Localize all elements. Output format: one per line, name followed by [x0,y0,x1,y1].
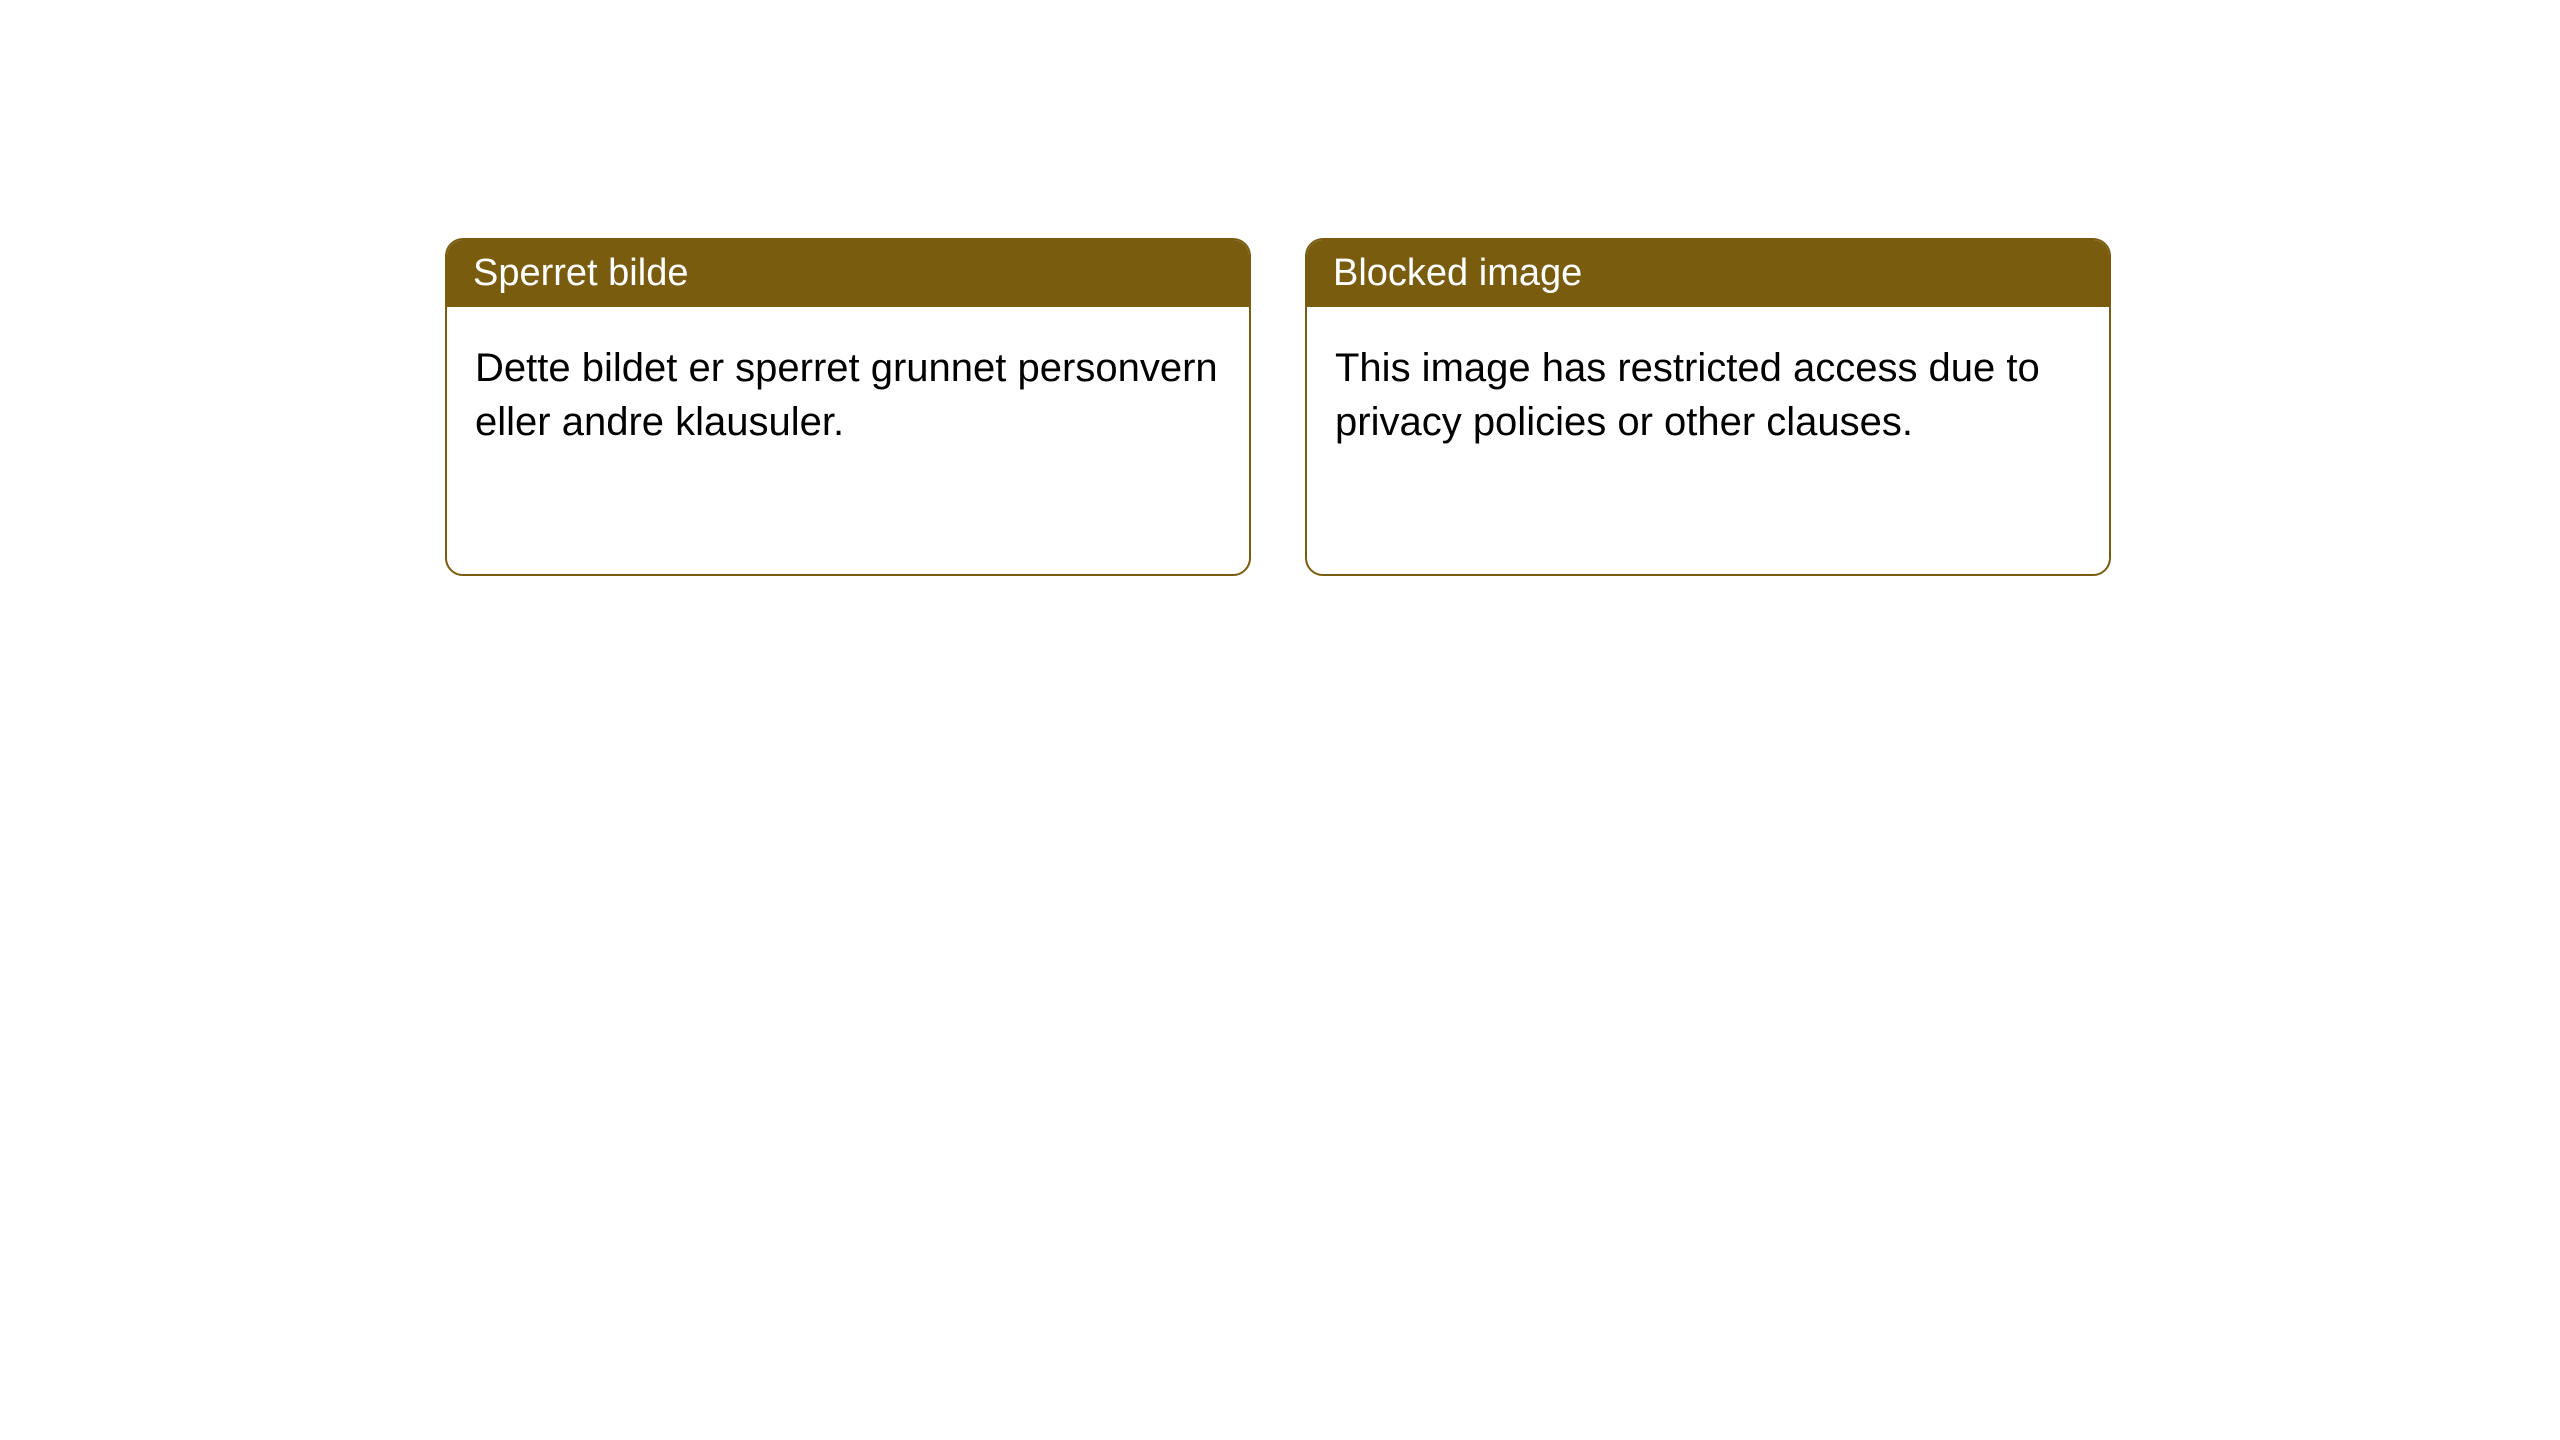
notice-card-header: Sperret bilde [447,240,1249,307]
notice-card-header: Blocked image [1307,240,2109,307]
notice-card-english: Blocked image This image has restricted … [1305,238,2111,576]
notice-card-norwegian: Sperret bilde Dette bildet er sperret gr… [445,238,1251,576]
notice-card-body: This image has restricted access due to … [1307,307,2109,483]
notice-cards-container: Sperret bilde Dette bildet er sperret gr… [445,238,2111,576]
notice-card-body: Dette bildet er sperret grunnet personve… [447,307,1249,483]
